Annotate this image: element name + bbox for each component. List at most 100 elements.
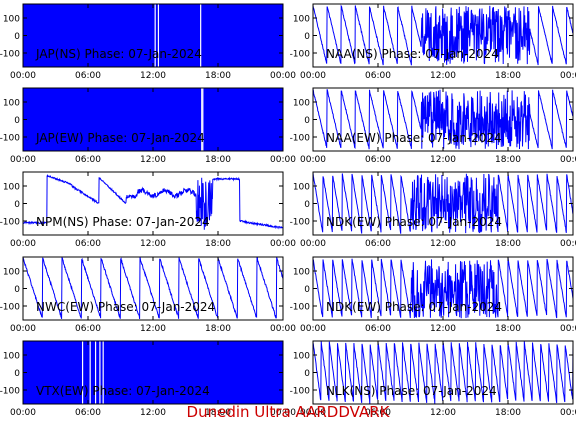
x-tick-label: 06:00 [75, 324, 101, 334]
y-tick-label: 0 [14, 285, 20, 295]
panel-naa-ew: 1000-10000:0006:0012:0018:0000:00NAA(EW)… [290, 87, 576, 165]
x-tick-label: 18:00 [205, 324, 231, 334]
x-tick-label: 12:00 [430, 239, 456, 249]
x-tick-label: 00:00 [560, 408, 576, 418]
x-tick-label: 00:00 [300, 324, 326, 334]
x-tick-label: 06:00 [75, 239, 101, 249]
y-tick-label: 100 [293, 99, 310, 109]
x-tick-label: 00:00 [10, 155, 36, 165]
x-tick-label: 00:00 [560, 239, 576, 249]
x-tick-label: 06:00 [75, 71, 101, 81]
x-tick-label: 00:00 [560, 155, 576, 165]
x-tick-label: 12:00 [140, 324, 166, 334]
panel-jap-ew: 100 0 -100 00:00 06:00 12:00 18:00 00:00 JAP(EW)… [0, 87, 296, 165]
dense-trace-fill [23, 4, 283, 67]
panel-title: JAP(NS) Phase: 07-Jan-2024 [35, 47, 202, 61]
y-tick-label: 0 [14, 32, 20, 42]
x-tick-label: 00:00 [10, 324, 36, 334]
x-tick-label: 18:00 [205, 155, 231, 165]
x-tick-label: 18:00 [495, 239, 521, 249]
y-tick-label: -100 [0, 303, 20, 313]
y-tick-label: 0 [14, 369, 20, 379]
x-tick-label: 18:00 [205, 71, 231, 81]
y-tick-label: -100 [290, 134, 311, 144]
trace-ndk-ew-2 [313, 257, 573, 319]
panel-nlk-ns: 1000-10000:0006:0012:0018:0000:00NLK(NS)… [290, 340, 576, 418]
panel-title: NDK(EW) Phase: 07-Jan-2024 [326, 300, 502, 314]
phase-line [313, 257, 573, 319]
phase-line [313, 88, 573, 150]
panel-title: NAA(EW) Phase: 07-Jan-2024 [326, 131, 502, 145]
y-tick-label: 100 [3, 268, 20, 278]
y-tick-label: 100 [293, 15, 310, 25]
x-tick-label: 12:00 [140, 239, 166, 249]
x-tick-label: 00:00 [270, 155, 296, 165]
x-tick-label: 00:00 [10, 71, 36, 81]
phase-line [313, 4, 573, 66]
x-tick-label: 18:00 [495, 71, 521, 81]
panel-naa-ns: 1000-10000:0006:0012:0018:0000:00NAA(NS)… [290, 3, 576, 81]
trace-ndk-ew [313, 172, 573, 234]
panel-title: NLK(NS) Phase: 07-Jan-2024 [326, 384, 497, 398]
trace-jap-ns [23, 4, 283, 67]
dense-trace-fill [23, 341, 283, 404]
y-tick-label: 0 [14, 116, 20, 126]
panel-title: NPM(NS) Phase: 07-Jan-2024 [36, 215, 210, 229]
y-tick-label: 100 [3, 352, 20, 362]
trace-jap-ew [23, 88, 283, 151]
panel-ndk-ew-2: 1000-10000:0006:0012:0018:0000:00NDK(EW)… [290, 256, 576, 334]
phase-line [23, 257, 283, 320]
x-tick-label: 00:00 [300, 239, 326, 249]
y-tick-label: 100 [293, 352, 310, 362]
trace-naa-ns [313, 4, 573, 66]
x-tick-label: 06:00 [365, 155, 391, 165]
y-tick-label: 0 [304, 285, 310, 295]
x-tick-label: 00:00 [560, 324, 576, 334]
trace-npm-ns [23, 174, 283, 230]
x-tick-label: 12:00 [430, 408, 456, 418]
y-tick-label: -100 [290, 50, 311, 60]
y-tick-label: 0 [14, 200, 20, 210]
x-tick-label: 00:00 [300, 408, 326, 418]
x-tick-label: 18:00 [495, 155, 521, 165]
y-tick-label: 100 [293, 268, 310, 278]
panel-jap-ns: 100 0 -100 00:00 06:00 12:00 18:00 00:00 JAP(NS)… [0, 3, 296, 81]
y-tick-label: -100 [0, 134, 20, 144]
dense-trace-fill [23, 88, 283, 151]
x-tick-label: 00:00 [270, 324, 296, 334]
x-tick-label: 18:00 [205, 239, 231, 249]
y-tick-label: 0 [304, 32, 310, 42]
footer-caption: Dunedin Ultra AARDDVARK [186, 403, 390, 421]
y-tick-label: -100 [290, 387, 311, 397]
x-tick-label: 00:00 [270, 71, 296, 81]
y-tick-label: -100 [0, 50, 20, 60]
panel-title: NDK(EW) Phase: 07-Jan-2024 [326, 215, 502, 229]
y-tick-label: -100 [0, 218, 20, 228]
x-tick-label: 12:00 [140, 71, 166, 81]
trace-vtx-ew [23, 341, 283, 404]
x-tick-label: 12:00 [430, 324, 456, 334]
x-tick-label: 12:00 [140, 408, 166, 418]
x-tick-label: 18:00 [205, 408, 231, 418]
trace-naa-ew [313, 88, 573, 150]
x-tick-label: 00:00 [300, 71, 326, 81]
x-tick-label: 00:00 [270, 239, 296, 249]
y-tick-label: 100 [3, 183, 20, 193]
panel-title: NAA(NS) Phase: 07-Jan-2024 [326, 47, 499, 61]
x-tick-label: 18:00 [495, 324, 521, 334]
x-tick-label: 06:00 [75, 408, 101, 418]
x-tick-label: 12:00 [430, 155, 456, 165]
x-tick-label: 12:00 [430, 71, 456, 81]
phase-line [23, 174, 283, 230]
x-tick-label: 06:00 [75, 155, 101, 165]
x-tick-label: 12:00 [140, 155, 166, 165]
x-tick-label: 06:00 [365, 71, 391, 81]
y-tick-label: -100 [290, 303, 311, 313]
trace-nwc-ew [23, 257, 283, 320]
panel-title: JAP(EW) Phase: 07-Jan-2024 [35, 131, 205, 145]
x-tick-label: 00:00 [10, 408, 36, 418]
y-tick-label: 0 [304, 200, 310, 210]
panel-ndk-ew: 1000-10000:0006:0012:0018:0000:00NDK(EW)… [290, 171, 576, 249]
